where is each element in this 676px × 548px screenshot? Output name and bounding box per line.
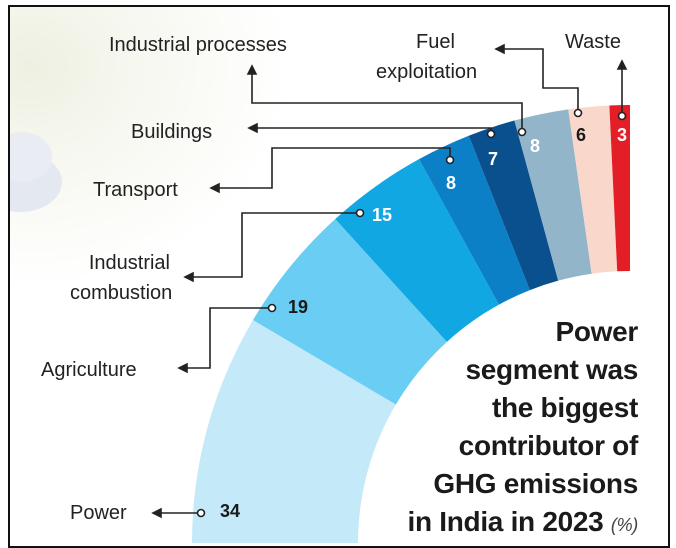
leader-dot [486,129,496,139]
headline-line: the biggest [491,392,638,423]
value-industrial-processes: 8 [530,136,541,156]
value-buildings: 7 [488,149,499,169]
value-transport: 8 [446,173,457,193]
arrowhead-icon [616,59,628,70]
arrowhead-icon [494,43,505,55]
value-agriculture: 19 [288,297,309,317]
label-fuel-line1: Fuel [416,31,455,53]
label-agriculture: Agriculture [41,359,137,381]
value-fuel-exploitation: 6 [576,125,587,145]
segment-buildings [468,120,559,291]
label-industrial-combustion-line2: combustion [70,282,173,304]
value-industrial-combustion: 15 [372,205,393,225]
segment-industrial-processes [514,109,592,281]
leader-line-buildings [247,122,496,139]
arrowhead-icon [177,362,188,374]
unit-label: (%) [610,515,638,535]
label-power: Power [70,502,127,524]
leader-dot [517,127,527,137]
leader-line-waste [616,59,628,121]
segment-industrial-combustion [335,159,499,342]
leader-line-agriculture [177,303,277,374]
donut-chart [10,43,630,543]
segment-waste [609,105,630,272]
segment-transport [418,135,530,305]
leader-dot [445,155,455,165]
label-industrial-processes: Industrial processes [109,34,287,56]
headline-last-line: in India in 2023 [407,506,604,537]
segment-agriculture [252,219,447,405]
leader-line-transport [209,147,455,194]
headline-line: contributor of [458,430,639,461]
leader-dot [267,303,277,313]
segment-fuel-exploitation [568,105,618,274]
leader-line-industrial-processes [246,64,527,137]
label-fuel-line2: exploitation [376,61,478,83]
segment-power [192,320,396,543]
label-industrial-combustion-line1: Industrial [88,252,170,274]
cloud-icon [10,132,62,212]
leader-dot [573,108,583,118]
arrowhead-icon [151,507,162,519]
headline: Power segment was the biggest contributo… [407,313,638,544]
leader-line-industrial-combustion [183,208,365,283]
arrowhead-icon [209,182,220,194]
value-waste: 3 [617,125,628,145]
label-transport: Transport [93,179,178,201]
headline-line: Power [555,316,638,347]
leader-line-fuel-exploitation [494,43,583,118]
label-buildings: Buildings [131,121,213,143]
headline-line: GHG emissions [433,468,638,499]
headline-line: segment was [465,354,638,385]
arrowhead-icon [246,64,258,75]
arrowhead-icon [183,271,194,283]
label-waste: Waste [565,31,621,53]
leader-line-power [151,507,206,519]
arrowhead-icon [247,122,258,134]
value-power: 34 [220,501,241,521]
leader-dot [196,508,206,518]
headline-line: in India in 2023 (%) [407,503,638,544]
leader-dot [355,208,365,218]
leader-dot [617,111,627,121]
infographic-frame: Waste Fuel exploitation Industrial proce… [8,5,670,548]
